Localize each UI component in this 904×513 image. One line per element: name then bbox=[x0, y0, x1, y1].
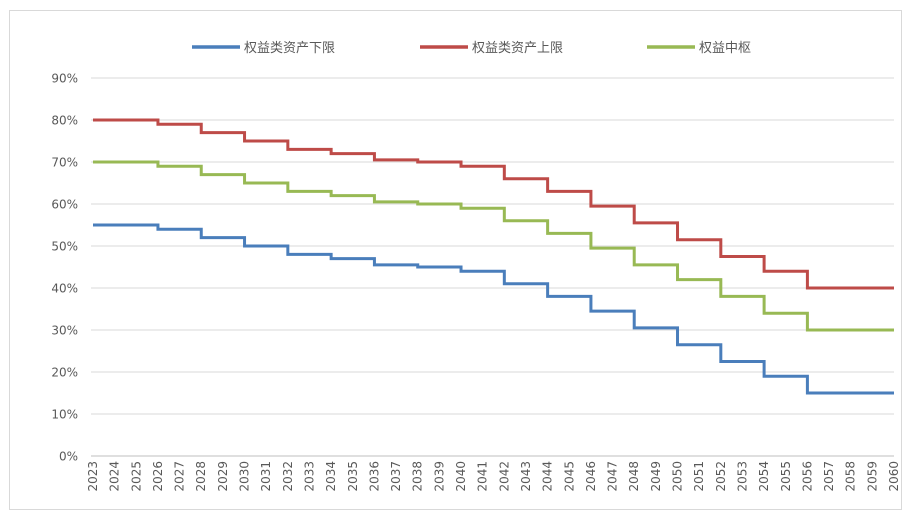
x-tick-label: 2043 bbox=[519, 461, 533, 492]
x-tick-label: 2023 bbox=[86, 461, 100, 492]
x-tick-label: 2057 bbox=[822, 461, 836, 492]
x-tick-label: 2047 bbox=[606, 461, 620, 492]
x-tick-label: 2041 bbox=[476, 461, 490, 492]
legend-label: 权益类资产下限 bbox=[244, 40, 335, 56]
x-tick-label: 2052 bbox=[714, 461, 728, 492]
x-tick-label: 2056 bbox=[800, 461, 814, 492]
x-tick-label: 2044 bbox=[541, 461, 555, 492]
x-tick-label: 2040 bbox=[454, 461, 468, 492]
x-tick-label: 2037 bbox=[389, 461, 403, 492]
x-tick-label: 2053 bbox=[735, 461, 749, 492]
x-tick-label: 2048 bbox=[627, 461, 641, 492]
series-line-1 bbox=[93, 118, 894, 290]
x-tick-label: 2035 bbox=[346, 461, 360, 492]
x-tick-label: 2060 bbox=[887, 461, 901, 492]
chart-frame bbox=[9, 10, 902, 510]
y-tick-label: 0% bbox=[59, 450, 78, 464]
y-axis-ticks: 0% 10% 20% 30% 40% 50% 60% 70% 80% 90% bbox=[51, 72, 78, 464]
y-tick-label: 50% bbox=[51, 240, 78, 254]
x-tick-label: 2032 bbox=[281, 461, 295, 492]
legend-label: 权益中枢 bbox=[699, 40, 751, 56]
x-tick-label: 2025 bbox=[129, 461, 143, 492]
gridlines bbox=[91, 77, 894, 457]
legend-label: 权益类资产上限 bbox=[472, 40, 563, 56]
y-tick-label: 60% bbox=[51, 198, 78, 212]
x-tick-label: 2059 bbox=[865, 461, 879, 492]
x-tick-label: 2024 bbox=[108, 461, 122, 492]
series-line-0 bbox=[93, 223, 894, 395]
x-tick-label: 2058 bbox=[844, 461, 858, 492]
y-tick-label: 20% bbox=[51, 366, 78, 380]
y-tick-label: 80% bbox=[51, 114, 78, 128]
y-tick-label: 90% bbox=[51, 72, 78, 86]
x-tick-label: 2029 bbox=[216, 461, 230, 492]
x-tick-label: 2026 bbox=[151, 461, 165, 492]
x-tick-label: 2031 bbox=[259, 461, 273, 492]
series-lines bbox=[93, 118, 894, 395]
x-tick-label: 2046 bbox=[584, 461, 598, 492]
y-tick-label: 10% bbox=[51, 408, 78, 422]
x-tick-label: 2030 bbox=[238, 461, 252, 492]
x-tick-label: 2050 bbox=[671, 461, 685, 492]
x-tick-label: 2033 bbox=[302, 461, 316, 492]
x-tick-label: 2049 bbox=[649, 461, 663, 492]
legend: 权益类资产下限 权益类资产上限 权益中枢 bbox=[192, 40, 751, 56]
series-line-2 bbox=[93, 160, 894, 332]
x-tick-label: 2034 bbox=[324, 461, 338, 492]
x-tick-label: 2038 bbox=[411, 461, 425, 492]
x-tick-label: 2036 bbox=[367, 461, 381, 492]
x-tick-label: 2055 bbox=[779, 461, 793, 492]
y-tick-label: 70% bbox=[51, 156, 78, 170]
x-tick-label: 2045 bbox=[562, 461, 576, 492]
y-tick-label: 40% bbox=[51, 282, 78, 296]
x-tick-label: 2028 bbox=[194, 461, 208, 492]
x-tick-label: 2042 bbox=[497, 461, 511, 492]
x-axis-ticks: 2023 2024 2025 2026 2027 2028 2029 2030 2031 2032… bbox=[86, 461, 901, 492]
x-tick-label: 2039 bbox=[432, 461, 446, 492]
y-tick-label: 30% bbox=[51, 324, 78, 338]
x-tick-label: 2054 bbox=[757, 461, 771, 492]
x-tick-label: 2051 bbox=[692, 461, 706, 492]
x-tick-label: 2027 bbox=[173, 461, 187, 492]
